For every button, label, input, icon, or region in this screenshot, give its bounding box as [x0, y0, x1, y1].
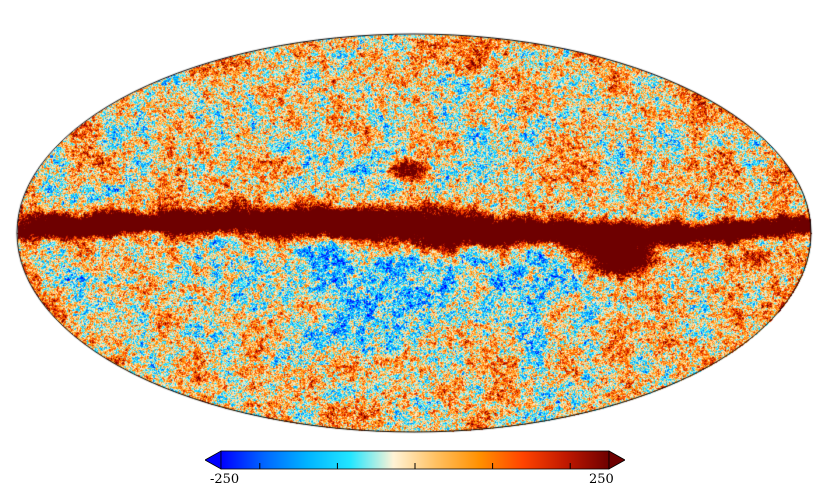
colorbar-min-label: -250: [210, 472, 240, 487]
colorbar-min-extend-arrow: [205, 450, 222, 470]
colorbar-max-extend-arrow: [608, 450, 625, 470]
colorbar-max-label: 250: [589, 472, 614, 487]
colorbar-ticks: [259, 463, 571, 469]
colorbar: [205, 450, 625, 470]
